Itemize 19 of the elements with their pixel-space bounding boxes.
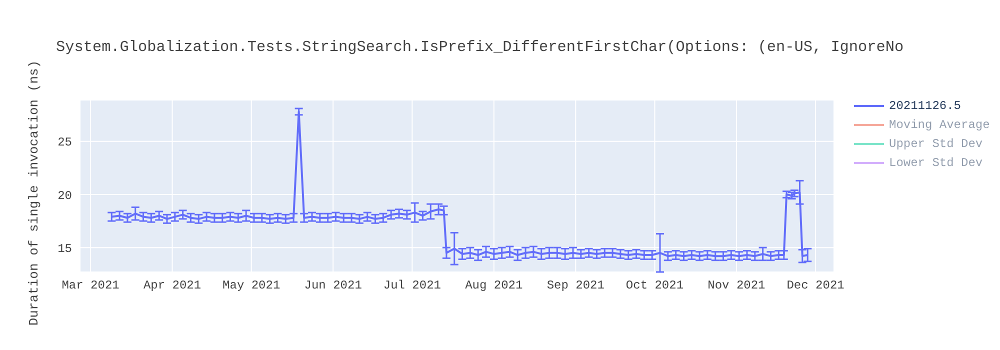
x-tick-label: Mar 2021 [62, 278, 120, 293]
y-tick-label: 25 [58, 136, 72, 150]
x-tick-label: Jun 2021 [304, 278, 362, 293]
legend-label: Lower Std Dev [889, 156, 983, 170]
x-tick-label: Jul 2021 [383, 278, 441, 293]
y-tick-label: 15 [58, 242, 72, 256]
legend-label: 20211126.5 [889, 98, 962, 112]
x-tick-label: May 2021 [222, 278, 280, 293]
x-tick-label: Dec 2021 [786, 278, 844, 293]
y-axis-title: Duration of single invocation (ns) [26, 60, 42, 326]
x-tick-label: Sep 2021 [546, 278, 604, 293]
x-tick-label: Nov 2021 [708, 278, 766, 293]
legend-label: Upper Std Dev [889, 136, 983, 150]
x-tick-label: Oct 2021 [626, 278, 684, 293]
x-tick-label: Apr 2021 [143, 278, 202, 293]
chart-title: System.Globalization.Tests.StringSearch.IsPrefix_DifferentFirstChar(Options: (en-US, IgnoreNo [56, 38, 904, 56]
legend-label: Moving Average [889, 118, 990, 132]
x-tick-label: Aug 2021 [465, 278, 523, 293]
y-tick-label: 20 [58, 188, 72, 203]
